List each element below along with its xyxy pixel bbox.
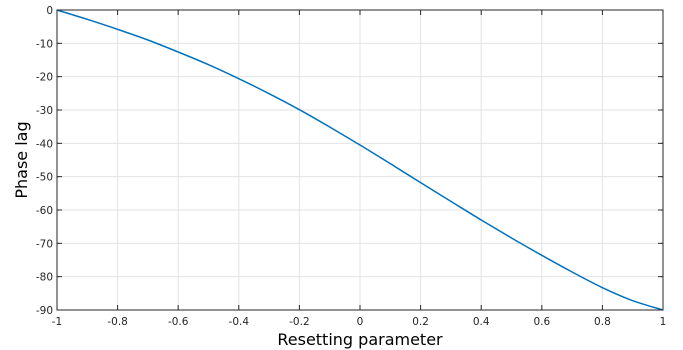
y-tick-label: -80 [36,272,53,284]
y-tick-label: 0 [46,5,53,17]
y-tick-label: -70 [36,238,53,250]
x-axis-title: Resetting parameter [277,330,443,349]
y-tick-label: -30 [36,105,53,117]
x-tick-label: 0.4 [473,316,490,328]
y-tick-label: -20 [36,72,53,84]
y-tick-label: -60 [36,205,53,217]
x-tick-label: -1 [52,316,62,328]
x-tick-label: 0.2 [412,316,429,328]
x-tick-label: 0.6 [533,316,550,328]
series-layer [56,9,664,311]
tick-marks [56,9,664,311]
x-tick-label: -0.2 [289,316,310,328]
y-axis-title: Phase lag [12,121,31,198]
x-tick-label: 0.8 [594,316,611,328]
y-tick-label: -90 [36,305,53,317]
y-tick-label: -10 [36,38,53,50]
series-line [56,9,664,311]
y-tick-label: -50 [36,172,53,184]
x-tick-label: 0 [357,316,364,328]
tick-labels: -1 -0.8 -0.6 -0.4 -0.2 0 0.2 0.4 0.6 0.8 1 0 -10 -20 -… [36,5,667,328]
x-tick-label: -0.4 [229,316,250,328]
x-tick-label: -0.6 [168,316,189,328]
x-tick-label: 1 [660,316,667,328]
y-tick-label: -40 [36,138,53,150]
x-tick-label: -0.8 [107,316,128,328]
